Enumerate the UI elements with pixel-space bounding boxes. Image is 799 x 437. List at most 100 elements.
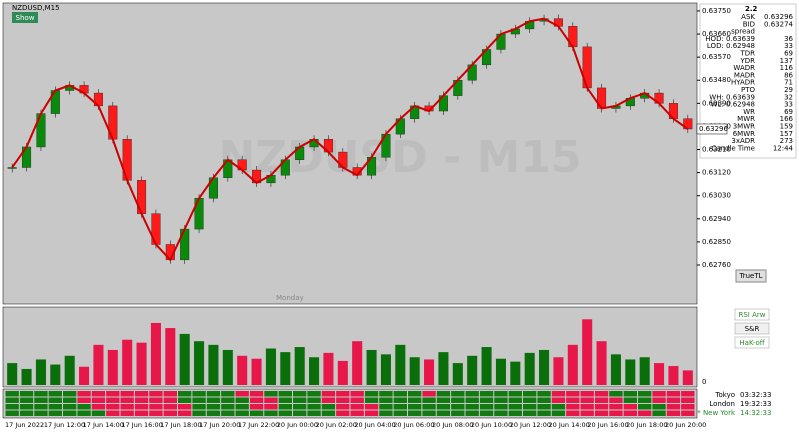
symbol: NZDUSD,M15 <box>12 4 60 12</box>
strip-cell <box>91 397 106 403</box>
price-box <box>696 123 728 135</box>
strip-cell <box>221 397 235 403</box>
sub-button-label[interactable]: RSI Arw <box>739 311 766 319</box>
strip-cell <box>63 404 77 410</box>
strip-cell <box>235 404 249 410</box>
volume-bar <box>668 366 679 385</box>
strip-cell <box>451 410 465 416</box>
strip-cell <box>34 404 48 410</box>
sub-button-label[interactable]: S&R <box>745 325 760 333</box>
strip-cell <box>63 391 77 397</box>
dynamic: 0.637500.636600.635700.634800.633900.633… <box>5 5 794 429</box>
strip-cell <box>666 410 681 416</box>
strip-cell <box>580 410 594 416</box>
sub-button[interactable] <box>734 336 770 349</box>
strip-cell <box>178 391 192 397</box>
time-label: 17 Jun 14:00 <box>83 421 124 429</box>
time-label: 17 Jun 20:00 <box>199 421 240 429</box>
strip-cell <box>5 391 19 397</box>
info-value: 29 <box>784 86 793 94</box>
y-tick-label: 0.63480 <box>702 76 731 84</box>
strip-cell <box>609 404 623 410</box>
time-label: 20 Jun 14:00 <box>549 421 590 429</box>
strip-cell <box>638 391 652 397</box>
sub-button[interactable] <box>734 322 770 335</box>
strip-cell <box>465 410 479 416</box>
strip-cell <box>264 391 278 397</box>
info-key: HOD: 0.63639 <box>705 35 755 43</box>
strip-cell <box>652 410 666 416</box>
strip-cell <box>350 404 364 410</box>
volume-bar <box>179 333 190 385</box>
strip-cell <box>249 397 264 403</box>
strip-cell <box>623 391 637 397</box>
sub-axis-zero: 0 <box>702 378 706 386</box>
strip-cell <box>350 391 364 397</box>
y-tick-label: 0.62940 <box>702 215 731 223</box>
strip-cell <box>666 397 681 403</box>
strip-cell <box>594 410 609 416</box>
strip-cell <box>364 410 379 416</box>
strip-cell <box>120 410 134 416</box>
info-top: 2.2 <box>745 5 758 13</box>
strip-cell <box>681 404 695 410</box>
volume-bar <box>251 358 262 385</box>
show-button[interactable] <box>12 12 38 23</box>
strip-cell <box>106 410 120 416</box>
time-label: 20 Jun 04:00 <box>354 421 395 429</box>
strip-cell <box>264 410 278 416</box>
truetl-label[interactable]: TrueTL <box>738 272 762 280</box>
time-label: 20 Jun 20:00 <box>665 421 706 429</box>
strip-cell <box>134 404 149 410</box>
strip-cell <box>321 404 336 410</box>
strip-cell <box>307 391 321 397</box>
volume-bar <box>424 359 435 385</box>
show-label[interactable]: Show <box>16 14 35 22</box>
strip-cell <box>408 391 422 397</box>
strip-cell <box>451 397 465 403</box>
strip-cell <box>19 404 34 410</box>
price-line <box>11 17 689 262</box>
strip-cell <box>235 391 249 397</box>
info-value: 33 <box>784 101 793 109</box>
volume-bar <box>682 370 693 385</box>
volume-bar <box>280 352 291 385</box>
strip-cell <box>192 410 206 416</box>
sub-button[interactable] <box>734 308 770 321</box>
strip-cell <box>48 391 62 397</box>
strip-cell <box>163 404 177 410</box>
truetl-button[interactable] <box>735 269 767 283</box>
strip-cell <box>178 397 192 403</box>
strip-cell <box>364 391 379 397</box>
strip-cell <box>537 397 551 403</box>
strip-cell <box>350 397 364 403</box>
strip-cell <box>465 404 479 410</box>
info-value: 86 <box>784 71 793 79</box>
info-value: 116 <box>780 64 794 72</box>
volume-bar <box>64 355 75 385</box>
strip-cell <box>163 397 177 403</box>
strip-cell <box>293 410 307 416</box>
sub-button-label[interactable]: HaK-off <box>739 339 764 347</box>
info-key: 3MWR <box>733 123 755 131</box>
strip-cell <box>5 410 19 416</box>
y-tick-label: 0.63390 <box>702 99 731 107</box>
strip-cell <box>681 410 695 416</box>
strip-cell <box>235 410 249 416</box>
strip-cell <box>321 410 336 416</box>
info-key: PTO <box>741 86 755 94</box>
strip-cell <box>134 410 149 416</box>
strip-cell <box>666 404 681 410</box>
strip-cell <box>5 404 19 410</box>
volume-bar <box>366 349 377 385</box>
strip-cell <box>408 410 422 416</box>
y-tick-label: 0.63570 <box>702 53 731 61</box>
volume-bar <box>7 363 18 385</box>
strip-cell <box>91 404 106 410</box>
volume-bar <box>352 341 363 385</box>
strip-cell <box>364 397 379 403</box>
time-label: 20 Jun 08:00 <box>432 421 473 429</box>
strip-cell <box>652 397 666 403</box>
strip-cell <box>465 397 479 403</box>
strip-cell <box>149 391 163 397</box>
